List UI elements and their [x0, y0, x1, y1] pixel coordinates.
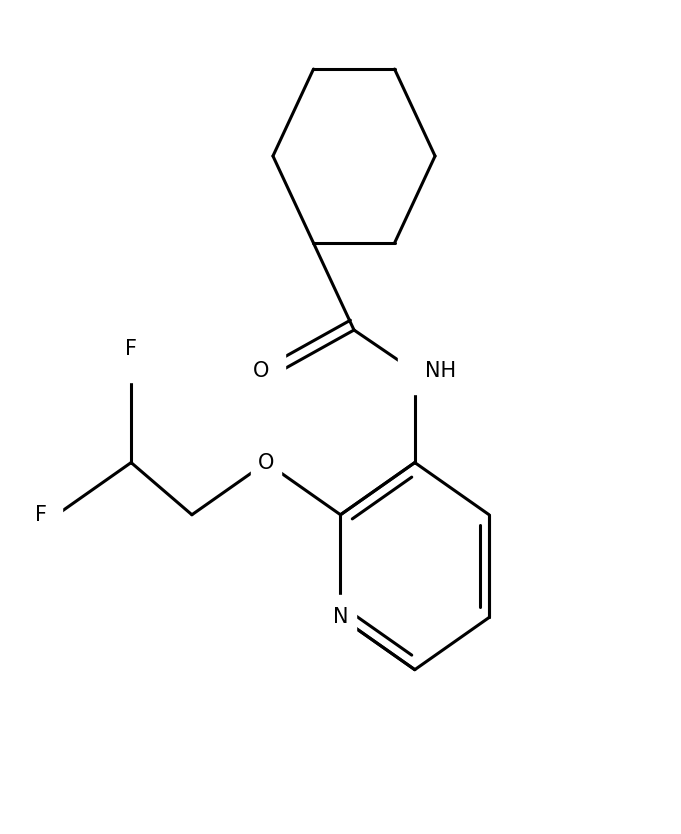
Bar: [255, 349, 285, 394]
Text: O: O: [258, 453, 274, 473]
Text: F: F: [35, 505, 47, 525]
Bar: [398, 349, 452, 394]
Bar: [116, 336, 146, 382]
Bar: [251, 440, 281, 485]
Text: N: N: [333, 607, 348, 627]
Text: O: O: [253, 361, 270, 381]
Bar: [326, 595, 355, 641]
Text: NH: NH: [425, 361, 456, 381]
Bar: [31, 492, 62, 538]
Text: F: F: [125, 339, 137, 359]
